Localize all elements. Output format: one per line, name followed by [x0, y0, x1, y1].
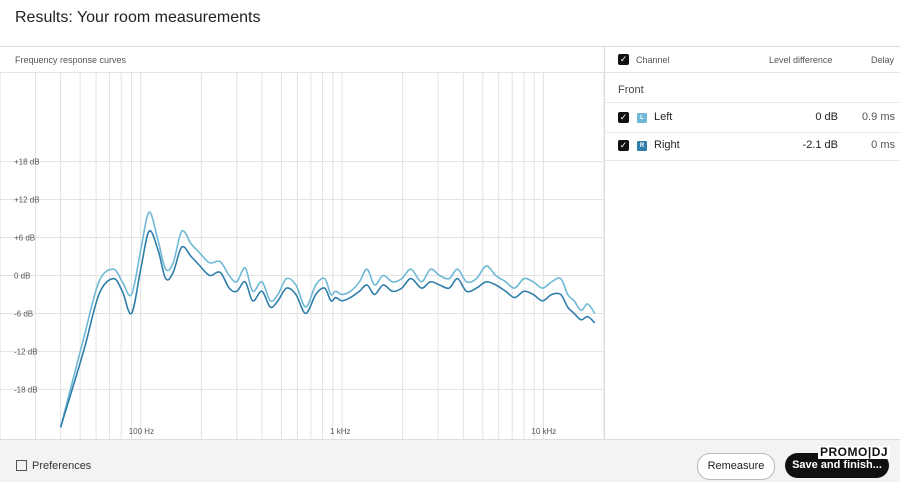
y-tick-label: +6 dB [14, 234, 35, 243]
channel-panel: ✓ Channel Level difference Delay Front ✓… [605, 46, 900, 440]
preferences-label: Preferences [32, 460, 92, 472]
y-tick-label: -6 dB [14, 309, 33, 318]
level-difference: -2.1 dB [802, 139, 838, 151]
level-difference: 0 dB [815, 111, 838, 123]
left-channel-badge: L [637, 113, 647, 123]
select-all-checkbox[interactable]: ✓ [618, 54, 629, 65]
x-tick-label: 10 kHz [531, 427, 556, 436]
delay-value: 0 ms [871, 139, 895, 151]
watermark-logo: PROMO|DJ [818, 445, 891, 459]
preferences-link[interactable]: Preferences [16, 459, 92, 472]
channel-row-right[interactable]: ✓ R Right -2.1 dB 0 ms [605, 131, 900, 161]
x-tick-label: 1 kHz [330, 427, 350, 436]
channel-table-header: ✓ Channel Level difference Delay [605, 47, 900, 73]
frequency-response-chart: +18 dB +12 dB +6 dB 0 dB -6 dB -12 dB -18 dB 10… [0, 73, 604, 440]
right-channel-badge: R [637, 141, 647, 151]
chart-panel: Frequency response curves +18 dB +12 dB +6… [0, 46, 605, 440]
y-tick-label: +12 dB [14, 196, 40, 205]
left-channel-checkbox[interactable]: ✓ [618, 112, 629, 123]
group-label-front: Front [618, 84, 644, 96]
y-tick-label: -12 dB [14, 347, 38, 356]
y-tick-label: 0 dB [14, 271, 30, 280]
channel-column-header: Channel [636, 55, 670, 65]
channel-name: Left [654, 111, 673, 123]
footer-bar: Preferences Remeasure Save and finish... [0, 439, 900, 482]
x-tick-label: 100 Hz [129, 427, 154, 436]
chart-header: Frequency response curves [0, 47, 604, 73]
preferences-icon [16, 459, 27, 471]
right-channel-checkbox[interactable]: ✓ [618, 140, 629, 151]
page-title: Results: Your room measurements [15, 9, 261, 26]
y-tick-label: -18 dB [14, 385, 38, 394]
level-column-header: Level difference [769, 55, 833, 65]
remeasure-button[interactable]: Remeasure [697, 453, 775, 480]
series-line-right [59, 229, 596, 428]
delay-value: 0.9 ms [861, 111, 895, 123]
channel-row-left[interactable]: ✓ L Left 0 dB 0.9 ms [605, 102, 900, 133]
delay-column-header: Delay [871, 55, 895, 65]
channel-name: Right [654, 139, 680, 151]
y-tick-label: +18 dB [14, 158, 40, 167]
series-line-left [59, 211, 596, 428]
